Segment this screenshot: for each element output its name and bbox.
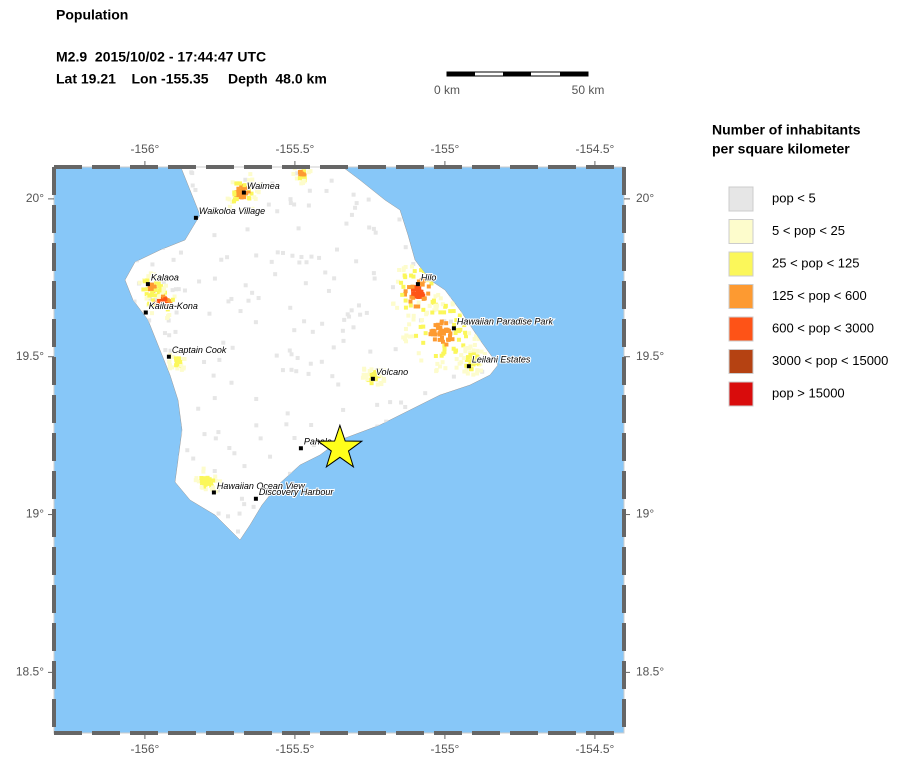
y-tick-label: 20°	[636, 191, 654, 205]
legend-label: 125 < pop < 600	[772, 288, 867, 303]
legend-title: per square kilometer	[712, 141, 850, 157]
y-tick-label: 19°	[636, 507, 654, 521]
place-label: Waikoloa Village	[199, 206, 265, 216]
event-line: M2.9 2015/10/02 - 17:44:47 UTC	[56, 49, 266, 65]
x-tick-label: -155°	[430, 742, 459, 756]
place-label: Captain Cook	[172, 345, 227, 355]
y-tick-label: 19.5°	[16, 349, 44, 363]
place-marker	[193, 215, 198, 220]
y-tick-label: 18.5°	[636, 665, 664, 679]
place-label: Waimea	[247, 181, 280, 191]
legend-swatch	[728, 349, 754, 374]
place-marker	[253, 496, 258, 501]
y-tick-label: 19.5°	[636, 349, 664, 363]
place-label: Leilani Estates	[472, 355, 531, 365]
legend: Number of inhabitants per square kilomete…	[712, 122, 888, 407]
x-tick-label: -155.5°	[275, 142, 314, 156]
title: Population	[56, 7, 128, 23]
x-tick-label: -156°	[130, 742, 159, 756]
place-label: Hawaiian Paradise Park	[457, 317, 554, 327]
legend-title: Number of inhabitants	[712, 122, 861, 138]
place-label: Hawaiian Ocean View	[217, 481, 305, 491]
x-tick-label: -154.5°	[575, 142, 614, 156]
place-marker	[211, 490, 216, 495]
x-tick-label: -156°	[130, 142, 159, 156]
y-tick-label: 20°	[26, 191, 44, 205]
place-marker	[241, 190, 246, 195]
epicenter	[316, 423, 364, 469]
x-tick-label: -155.5°	[275, 742, 314, 756]
legend-label: pop < 5	[772, 190, 816, 205]
place-marker	[415, 282, 420, 287]
place-label: Discovery Harbour	[259, 487, 335, 497]
scale-bar	[446, 71, 589, 77]
place-marker	[451, 326, 456, 331]
legend-swatch	[728, 284, 754, 309]
legend-label: pop > 15000	[772, 385, 845, 400]
x-tick-label: -155°	[430, 142, 459, 156]
place-marker	[166, 354, 171, 359]
legend-swatch	[728, 219, 754, 244]
place-marker	[298, 446, 303, 451]
scale-start-label: 0 km	[434, 83, 460, 97]
place-label: Kailua-Kona	[149, 301, 198, 311]
place-label: Kalaoa	[151, 272, 179, 282]
map: -156° -156° -155.5° -155.5° -155° -155° -154.5…	[16, 142, 665, 756]
legend-swatch	[728, 251, 754, 277]
place-label: Volcano	[376, 367, 408, 377]
place-marker	[466, 364, 471, 369]
legend-label: 5 < pop < 25	[772, 223, 845, 238]
legend-swatch	[728, 316, 754, 342]
place-marker	[370, 376, 375, 381]
y-tick-label: 19°	[26, 507, 44, 521]
location-line: Lat 19.21 Lon -155.35 Depth 48.0 km	[56, 71, 327, 87]
place-label: Hilo	[421, 272, 437, 282]
legend-label: 25 < pop < 125	[772, 255, 859, 270]
place-marker	[145, 282, 150, 287]
scale-end-label: 50 km	[572, 83, 605, 97]
y-tick-label: 18.5°	[16, 665, 44, 679]
x-tick-label: -154.5°	[575, 742, 614, 756]
legend-label: 3000 < pop < 15000	[772, 353, 888, 368]
legend-swatch	[728, 186, 754, 212]
legend-swatch	[728, 381, 754, 407]
place-marker	[143, 310, 148, 315]
legend-label: 600 < pop < 3000	[772, 320, 874, 335]
